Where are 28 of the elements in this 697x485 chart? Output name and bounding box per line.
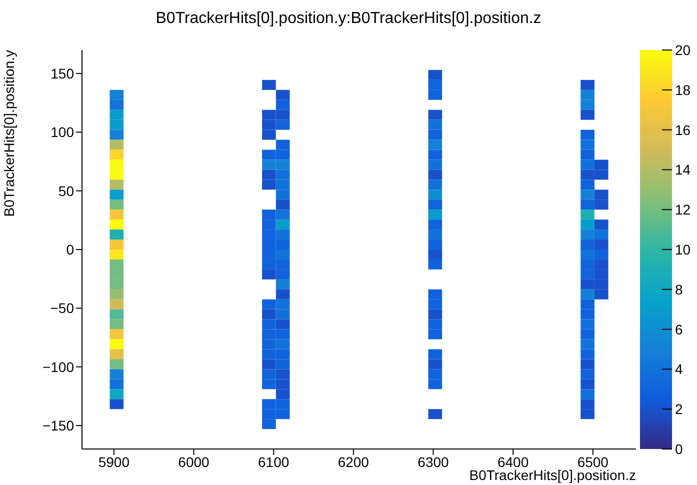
- y-tick-label: 50: [58, 182, 74, 199]
- x-tick-label: 6400: [497, 454, 529, 470]
- color-bar-label: 0: [675, 441, 683, 457]
- x-tick-label: 6000: [178, 454, 210, 470]
- y-tick-label: 0: [66, 241, 74, 258]
- color-bar-label: 2: [675, 401, 683, 418]
- y-axis-title: B0TrackerHits[0].position.y: [1, 50, 17, 217]
- y-tick-label: 100: [50, 124, 74, 140]
- x-tick-label: 6500: [577, 454, 609, 470]
- y-tick-label: −100: [42, 358, 74, 375]
- color-bar-label: 10: [675, 242, 691, 258]
- y-tick-label: −50: [50, 300, 74, 316]
- color-bar-label: 8: [675, 281, 683, 298]
- color-bar-label: 6: [675, 321, 683, 338]
- x-tick-label: 6100: [258, 454, 290, 470]
- color-bar-label: 4: [675, 361, 683, 378]
- x-tick-label: 6200: [338, 454, 370, 470]
- color-bar-label: 14: [675, 162, 691, 178]
- color-bar-label: 16: [675, 122, 691, 138]
- x-tick-label: 6300: [418, 454, 450, 470]
- y-tick-label: 150: [50, 65, 74, 82]
- color-bar-label: 20: [675, 42, 691, 58]
- chart-title: B0TrackerHits[0].position.y:B0TrackerHits[0].position.z: [154, 10, 542, 28]
- x-axis-title: B0TrackerHits[0].position.z: [469, 467, 636, 483]
- y-tick-label: −150: [42, 418, 74, 434]
- color-bar-label: 18: [675, 82, 691, 98]
- x-tick-label: 5900: [98, 454, 130, 470]
- color-bar-label: 12: [675, 202, 691, 218]
